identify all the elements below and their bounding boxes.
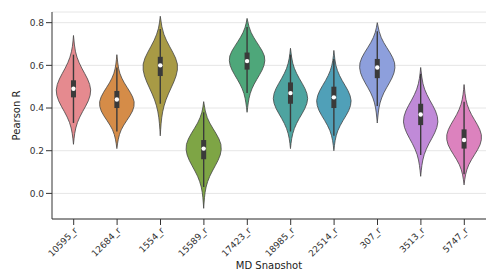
svg-text:22514_r: 22514_r <box>307 225 340 258</box>
svg-text:18985_r: 18985_r <box>263 225 296 258</box>
svg-text:0.6: 0.6 <box>30 61 45 71</box>
svg-text:MD Snapshot: MD Snapshot <box>236 260 302 269</box>
svg-text:3513_r: 3513_r <box>397 225 426 254</box>
svg-text:0.4: 0.4 <box>30 103 45 113</box>
svg-text:10595_r: 10595_r <box>46 225 79 258</box>
svg-text:12684_r: 12684_r <box>90 225 123 258</box>
svg-text:0.8: 0.8 <box>30 18 45 28</box>
svg-text:Pearson R: Pearson R <box>11 91 22 141</box>
svg-text:17423_r: 17423_r <box>220 225 253 258</box>
svg-text:1554_r: 1554_r <box>137 225 166 254</box>
svg-text:5747_r: 5747_r <box>441 225 470 254</box>
svg-text:15589_r: 15589_r <box>176 225 209 258</box>
svg-text:307_r: 307_r <box>358 225 383 250</box>
svg-text:0.2: 0.2 <box>30 146 44 156</box>
svg-text:0.0: 0.0 <box>30 189 45 199</box>
